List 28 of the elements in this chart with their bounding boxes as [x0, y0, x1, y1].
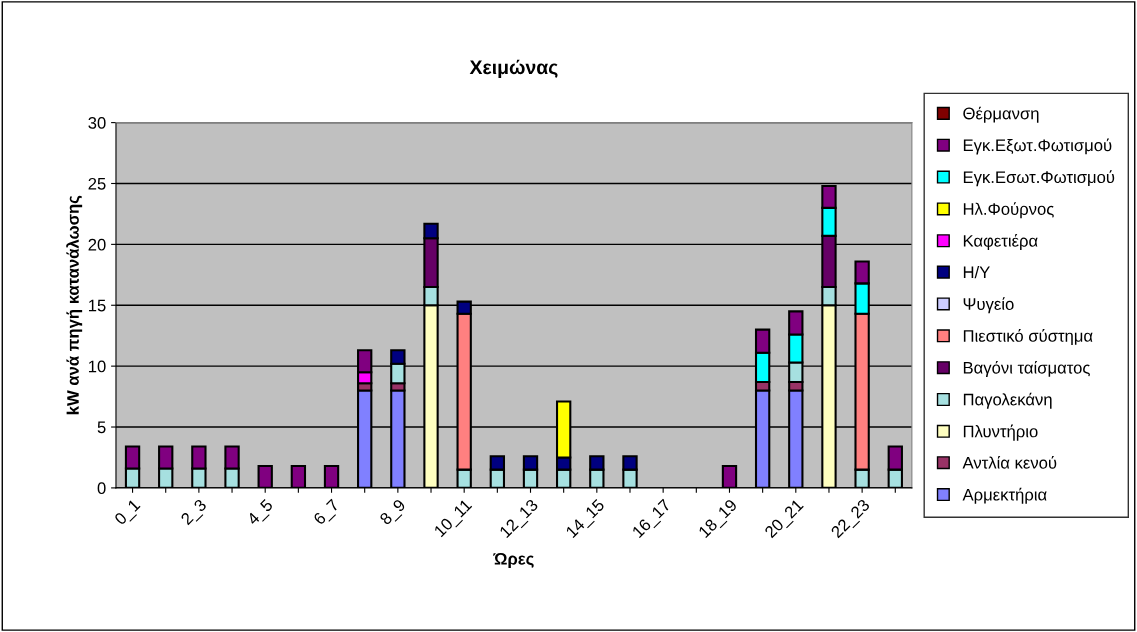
legend-label: Ψυγείο	[963, 297, 1014, 314]
legend-label: Πιεστικό σύστημα	[963, 329, 1093, 346]
y-tick-label: 15	[88, 299, 106, 312]
legend-label: Ηλ.Φούρνος	[963, 202, 1054, 219]
x-tick-label: 0_1	[113, 498, 143, 528]
y-axis-title: kW ανά πηγή κατανάλωσης	[66, 195, 83, 415]
legend-label: Εγκ.Εξωτ.Φωτισμού	[963, 138, 1112, 155]
legend-label: Η/Υ	[963, 265, 990, 279]
y-tick-label: 10	[88, 360, 106, 373]
x-tick-label: 8_9	[379, 498, 409, 528]
y-tick-label: 5	[97, 421, 106, 434]
legend-label: Αρμεκτήρια	[962, 487, 1047, 504]
legend-label: Εγκ.Εσωτ.Φωτισμού	[963, 170, 1115, 187]
x-tick-label: 6_7	[312, 498, 342, 528]
y-tick-label: 20	[88, 238, 106, 251]
y-tick-label: 25	[88, 177, 106, 190]
x-tick-label: 4_5	[246, 498, 276, 528]
legend-label: Θέρμανση	[963, 106, 1039, 123]
legend-label: Αντλία κενού	[962, 455, 1057, 469]
legend-label: Καφετιέρα	[963, 234, 1038, 251]
legend-label: Βαγόνι ταίσματος	[963, 360, 1090, 377]
legend-label: Πλυντήριο	[963, 424, 1038, 441]
chart-title: Χειμώνας	[469, 59, 558, 78]
y-tick-label: 30	[88, 117, 106, 129]
y-tick-label: 0	[97, 482, 106, 495]
x-axis-title: Ώρες	[493, 552, 534, 569]
x-tick-label: 2_3	[180, 498, 210, 528]
legend-label: Παγολεκάνη	[963, 392, 1052, 409]
